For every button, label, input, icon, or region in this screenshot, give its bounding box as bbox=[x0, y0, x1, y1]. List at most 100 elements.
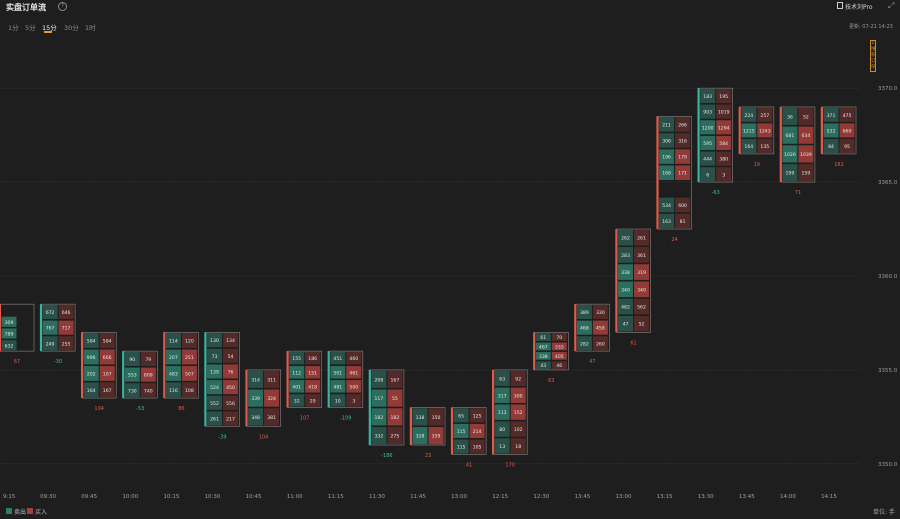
sell-cell bbox=[618, 281, 633, 298]
sell-volume: 211 bbox=[662, 122, 671, 128]
buy-volume: 380 bbox=[719, 157, 728, 163]
buy-cell bbox=[428, 408, 444, 426]
sell-cell bbox=[83, 382, 99, 398]
x-tick-label: 10:15 bbox=[163, 494, 179, 500]
delta-label: 19 bbox=[754, 162, 760, 168]
brand-link[interactable]: 技术刘Pro bbox=[845, 4, 873, 11]
tab-1m[interactable]: 1分 bbox=[8, 24, 19, 32]
sell-cell bbox=[659, 149, 675, 164]
candle-body bbox=[409, 407, 412, 446]
buy-cell bbox=[510, 404, 526, 420]
sell-volume: 139 bbox=[210, 369, 219, 375]
buy-cell bbox=[551, 342, 567, 351]
buy-cell bbox=[592, 320, 608, 335]
sell-cell bbox=[165, 382, 181, 398]
delta-label: -186 bbox=[381, 453, 392, 459]
sell-cell bbox=[289, 394, 305, 407]
buy-cell bbox=[305, 366, 321, 379]
x-tick-label: 13:45 bbox=[574, 494, 590, 500]
candle-body bbox=[779, 106, 782, 183]
buy-volume: 316 bbox=[678, 138, 687, 144]
sell-volume: 43 bbox=[540, 363, 546, 369]
sell-cell bbox=[494, 438, 510, 454]
buy-volume: 311 bbox=[267, 377, 276, 383]
buy-volume: 340 bbox=[637, 287, 646, 293]
sell-volume: 501 bbox=[333, 370, 342, 376]
sell-volume: 681 bbox=[786, 133, 795, 139]
buy-cell bbox=[634, 247, 649, 263]
sell-cell bbox=[453, 439, 469, 454]
buy-cell bbox=[551, 351, 567, 360]
sell-volume: 224 bbox=[744, 113, 753, 119]
buy-cell bbox=[551, 361, 567, 370]
sell-cell bbox=[535, 342, 551, 351]
buy-volume: 167 bbox=[391, 377, 400, 383]
tab-5m[interactable]: 5分 bbox=[25, 24, 36, 32]
candle-body bbox=[0, 304, 1, 352]
expand-icon[interactable]: ⤢ bbox=[888, 1, 895, 10]
sell-cell bbox=[741, 107, 757, 122]
buy-cell bbox=[99, 333, 115, 348]
buy-cell bbox=[839, 123, 855, 138]
legend-bar: 卖出 买入 单位: 手 bbox=[0, 505, 900, 519]
title-bar: 实盘订单流 ? 技术刘Pro ⤢ bbox=[0, 0, 900, 14]
sell-cell bbox=[700, 151, 716, 166]
buy-cell bbox=[223, 380, 238, 395]
sell-cell bbox=[371, 389, 387, 407]
buy-cell bbox=[510, 387, 526, 403]
buy-volume: 300 bbox=[514, 393, 523, 399]
buy-cell bbox=[140, 367, 156, 382]
candle-body bbox=[245, 369, 248, 427]
sell-volume: 115 bbox=[457, 445, 466, 451]
buy-volume: 809 bbox=[144, 373, 153, 379]
sell-cell bbox=[700, 120, 716, 135]
sell-volume: 73 bbox=[212, 354, 218, 360]
buy-cell bbox=[223, 364, 238, 379]
sell-volume: 553 bbox=[128, 373, 137, 379]
help-icon[interactable]: ? bbox=[58, 2, 67, 11]
buy-cell bbox=[469, 423, 485, 438]
buy-cell bbox=[223, 411, 238, 426]
sell-cell bbox=[207, 395, 222, 410]
sell-volume: 6 bbox=[706, 172, 709, 178]
buy-swatch bbox=[27, 508, 33, 514]
stack-order-toggle[interactable]: Σ 堆积订单 bbox=[870, 40, 876, 72]
buy-cell bbox=[634, 229, 649, 246]
buy-cell bbox=[140, 383, 156, 398]
tab-30m[interactable]: 30分 bbox=[64, 24, 79, 32]
sell-volume: 283 bbox=[621, 253, 630, 259]
x-tick-label: 09:45 bbox=[81, 494, 97, 500]
sell-cell bbox=[618, 315, 633, 332]
sell-volume: 1215 bbox=[743, 128, 755, 134]
sell-volume: 80 bbox=[499, 427, 505, 433]
buy-cell bbox=[716, 151, 732, 166]
page-title: 实盘订单流 bbox=[6, 3, 46, 12]
tab-1h[interactable]: 1时 bbox=[85, 24, 96, 32]
sell-cell bbox=[42, 304, 58, 320]
x-tick-label: 14:00 bbox=[780, 494, 796, 500]
buy-cell bbox=[58, 304, 74, 320]
legend-sell: 卖出 bbox=[14, 509, 27, 516]
sell-cell bbox=[165, 366, 181, 381]
sell-cell bbox=[576, 304, 592, 320]
sell-cell bbox=[700, 135, 716, 150]
buy-volume: 255 bbox=[62, 341, 71, 347]
sell-volume: 47 bbox=[623, 322, 629, 328]
sell-volume: 371 bbox=[827, 113, 836, 119]
legend-buy: 买入 bbox=[35, 509, 48, 516]
sell-cell bbox=[741, 139, 757, 154]
sell-cell bbox=[124, 351, 140, 366]
tab-15m[interactable]: 15分 bbox=[42, 24, 57, 32]
buy-cell bbox=[99, 366, 115, 381]
sell-cell bbox=[248, 389, 264, 407]
sell-volume: 138 bbox=[416, 415, 425, 421]
delta-label: 24 bbox=[671, 237, 677, 243]
sell-cell bbox=[1, 316, 17, 327]
sell-cell bbox=[823, 123, 839, 138]
x-tick-label: 11:15 bbox=[328, 494, 344, 500]
buy-volume: 257 bbox=[760, 113, 769, 119]
sell-cell bbox=[453, 423, 469, 438]
sell-cell bbox=[1, 340, 17, 351]
buy-cell bbox=[757, 139, 773, 154]
buy-cell bbox=[469, 439, 485, 454]
